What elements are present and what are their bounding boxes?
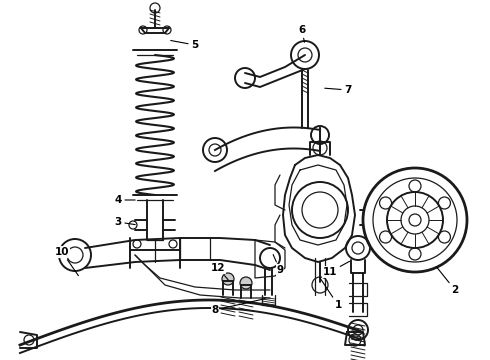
Text: 6: 6	[298, 25, 306, 42]
Text: 1: 1	[319, 277, 342, 310]
Text: 12: 12	[211, 263, 228, 280]
Text: 2: 2	[437, 267, 459, 295]
Text: 11: 11	[323, 261, 349, 277]
Text: 10: 10	[55, 247, 78, 276]
Text: 4: 4	[114, 195, 135, 205]
Text: 5: 5	[171, 40, 198, 50]
Circle shape	[240, 277, 252, 289]
Text: 9: 9	[273, 255, 284, 275]
Circle shape	[222, 273, 234, 285]
Text: 3: 3	[114, 217, 135, 227]
Text: 7: 7	[325, 85, 352, 95]
Text: 8: 8	[211, 298, 265, 315]
